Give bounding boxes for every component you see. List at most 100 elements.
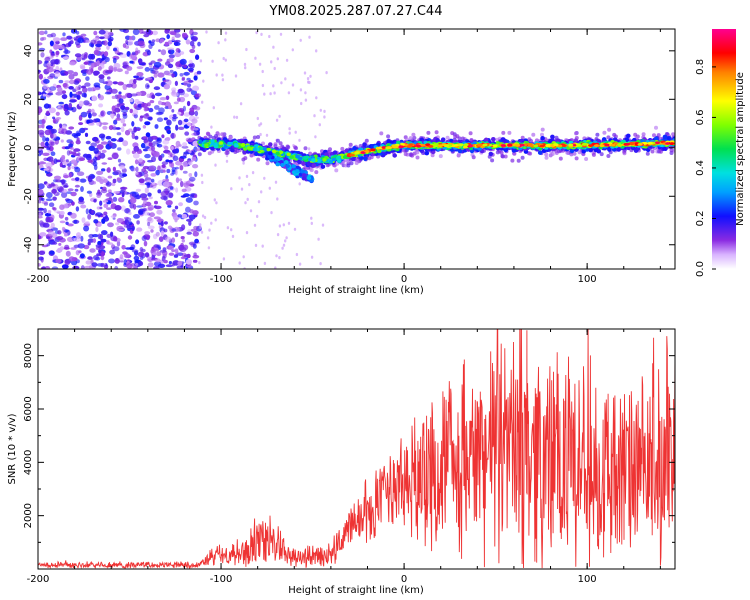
noise-point [160, 49, 167, 56]
noise-point [46, 62, 52, 67]
noise-point [188, 173, 193, 177]
noise-point [65, 250, 71, 257]
sparse-point [260, 32, 263, 37]
noise-point [112, 166, 116, 172]
noise-point [112, 196, 118, 202]
noise-point [185, 197, 193, 203]
noise-point [128, 211, 132, 215]
noise-point [157, 58, 163, 62]
noise-point [153, 73, 158, 78]
noise-point [178, 244, 185, 251]
sparse-point [198, 93, 202, 97]
noise-point [112, 81, 118, 85]
track-halo-point [520, 155, 525, 160]
noise-point [87, 213, 92, 220]
noise-point [120, 126, 125, 133]
noise-point [133, 214, 140, 219]
noise-point [83, 244, 90, 250]
noise-point [64, 259, 71, 266]
noise-point [82, 127, 89, 131]
noise-point [96, 144, 104, 150]
noise-point [68, 79, 75, 85]
sparse-point [270, 60, 273, 64]
noise-point [137, 40, 145, 46]
noise-point [192, 127, 199, 131]
noise-point [153, 86, 161, 91]
noise-point [151, 156, 156, 163]
sparse-point [298, 262, 302, 266]
noise-point [38, 129, 45, 135]
sparse-point [222, 56, 225, 61]
noise-point [50, 151, 56, 156]
noise-point [101, 168, 106, 172]
noise-point [129, 53, 137, 60]
noise-point [90, 210, 94, 214]
noise-point [65, 199, 73, 204]
noise-point [122, 113, 128, 119]
noise-point [122, 43, 127, 48]
noise-point [183, 118, 189, 123]
noise-point [172, 155, 179, 162]
noise-point [154, 205, 162, 210]
noise-point [194, 110, 199, 117]
noise-point [132, 152, 140, 159]
noise-point [186, 231, 192, 235]
sparse-point [304, 98, 308, 102]
noise-point [89, 248, 96, 253]
noise-point [105, 192, 113, 198]
noise-point [165, 264, 173, 268]
noise-point [62, 83, 68, 88]
track-band-point [501, 137, 506, 142]
track-halo-point [574, 131, 578, 136]
noise-point [94, 87, 101, 91]
noise-point [148, 62, 153, 65]
noise-point [121, 192, 125, 198]
noise-point [121, 245, 126, 250]
noise-point [168, 245, 175, 250]
noise-point [95, 244, 102, 248]
noise-point [134, 171, 139, 175]
noise-point [76, 232, 81, 238]
track-peak-point [539, 144, 545, 148]
track-band-point [540, 136, 545, 141]
noise-point [84, 132, 89, 137]
noise-point [93, 49, 100, 56]
noise-point [169, 69, 174, 73]
track-halo-point [286, 145, 291, 150]
noise-point [176, 97, 181, 102]
noise-point [158, 100, 162, 105]
noise-point [116, 68, 123, 73]
noise-point [61, 191, 68, 198]
noise-point [96, 206, 101, 210]
noise-point [193, 252, 197, 256]
noise-point [110, 110, 115, 114]
noise-point [59, 220, 66, 224]
noise-point [38, 47, 46, 52]
noise-point [186, 100, 191, 107]
noise-point [152, 30, 158, 36]
track-band-point [491, 137, 496, 142]
noise-point [62, 56, 70, 60]
sparse-point [251, 171, 255, 175]
noise-point [159, 249, 167, 253]
noise-point [49, 73, 56, 78]
sparse-point [211, 59, 214, 63]
noise-point [141, 235, 147, 242]
track-peak-point [629, 142, 635, 146]
noise-point [119, 254, 124, 260]
track-band-point [523, 149, 529, 154]
noise-point [50, 128, 57, 134]
noise-point [164, 236, 172, 242]
sparse-point [210, 221, 213, 225]
noise-point [48, 107, 56, 114]
sparse-point [284, 77, 287, 81]
noise-point [136, 205, 144, 208]
sparse-point [245, 174, 249, 178]
noise-point [80, 33, 87, 37]
noise-point [170, 173, 175, 176]
noise-point [188, 63, 194, 68]
sparse-point [206, 236, 210, 240]
noise-point [118, 102, 125, 106]
noise-point [68, 41, 72, 47]
noise-point [68, 143, 74, 148]
